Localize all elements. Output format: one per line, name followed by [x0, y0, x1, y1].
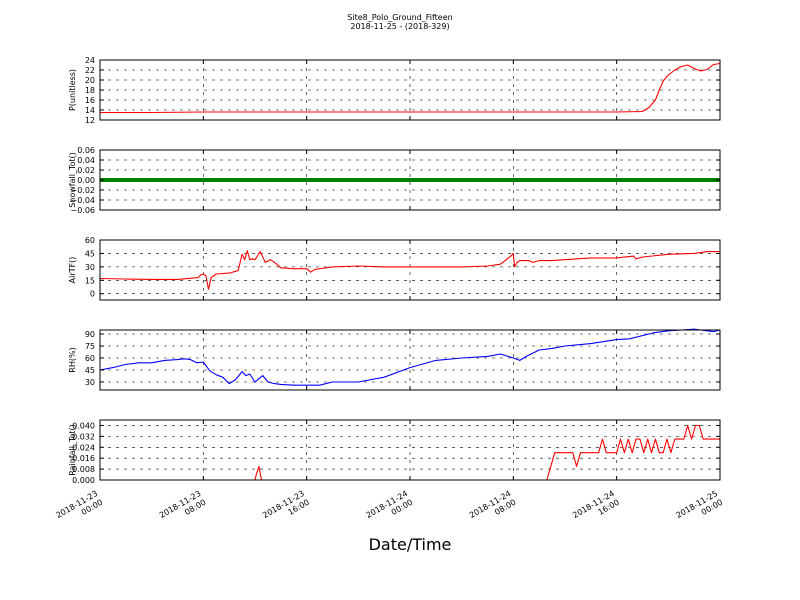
y-tick-label: 0.032	[72, 432, 95, 441]
y-tick-label: −0.06	[70, 206, 95, 215]
subplots-container: 24222018161412P(unitless)0.060.040.020.0…	[68, 56, 721, 485]
y-tick-label: 0.040	[72, 421, 95, 430]
y-axis-label: Snowfall_Tot()	[68, 152, 77, 208]
subplot-5: 0.040 0.032 0.024 0.016 0.008 0.000Rainfall_T…	[68, 419, 721, 485]
y-tick-label: −0.02	[70, 186, 95, 195]
y-tick-label: 0.016	[72, 454, 95, 463]
series-line-5-1	[100, 424, 720, 481]
y-tick-label: 0	[90, 290, 95, 299]
x-axis-label: Date/Time	[369, 535, 452, 554]
y-tick-label: 16	[85, 96, 95, 105]
y-tick-label: 0.000	[72, 476, 95, 485]
y-tick-label: 90	[85, 330, 95, 339]
y-tick-label: 12	[85, 116, 95, 125]
y-axis-label: RH(%)	[68, 347, 77, 372]
y-tick-label: 18	[85, 86, 95, 95]
y-tick-label: 0.00	[77, 176, 95, 185]
y-tick-label: 0.008	[72, 465, 95, 474]
y-tick-label: 75	[85, 342, 95, 351]
y-tick-label: 15	[85, 276, 95, 285]
y-tick-label: 0.06	[77, 146, 95, 155]
figure-subtitle: 2018-11-25 - (2018-329)	[350, 22, 449, 31]
figure-title: Site8_Polo_Ground_Fifteen	[347, 13, 452, 22]
y-tick-label: 45	[85, 249, 95, 258]
y-tick-label: 30	[85, 378, 95, 387]
y-axis-label: Rainfall_Tot()	[68, 424, 77, 476]
y-tick-label: 0.024	[72, 443, 95, 452]
series-line-4-1	[99, 328, 721, 386]
y-tick-label: 14	[85, 106, 95, 115]
subplot-4: 90 75 60 45 30 RH(%)	[68, 328, 721, 391]
subplot-2: 0.060.040.020.00−0.02−0.04−0.06Snowfall_…	[68, 146, 721, 215]
y-tick-label: 0.04	[77, 156, 95, 165]
y-tick-label: −0.04	[70, 196, 95, 205]
y-axis-label: P(unitless)	[68, 69, 77, 111]
y-tick-label: 30	[85, 263, 95, 272]
subplot-3: 60 45 30 15 0 AirTF()	[68, 236, 721, 301]
series-line-3-1	[99, 250, 720, 290]
y-tick-label: 60	[85, 354, 95, 363]
y-axis-label: AirTF()	[68, 257, 77, 284]
y-tick-label: 24	[85, 56, 95, 65]
y-tick-label: 45	[85, 366, 95, 375]
y-tick-label: 22	[85, 66, 95, 75]
y-tick-label: 0.02	[77, 166, 95, 175]
series-line-1-1	[100, 62, 721, 114]
y-tick-label: 60	[85, 236, 95, 245]
y-tick-label: 20	[85, 76, 95, 85]
